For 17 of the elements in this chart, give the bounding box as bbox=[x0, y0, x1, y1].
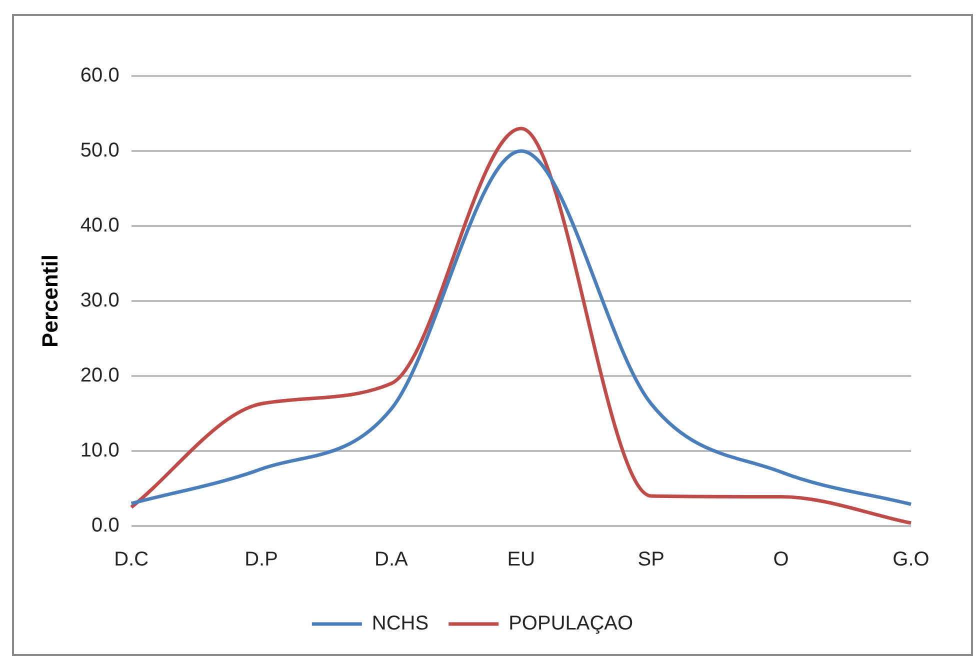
x-tick-label: D.A bbox=[374, 548, 409, 571]
x-tick-label: D.P bbox=[244, 548, 278, 571]
x-tick-label: EU bbox=[507, 548, 536, 571]
y-tick-label: 30.0 bbox=[80, 290, 120, 312]
y-tick-label: 40.0 bbox=[80, 214, 120, 237]
y-tick-label: 20.0 bbox=[80, 364, 120, 387]
x-tick-label: O bbox=[773, 548, 789, 571]
y-tick-label: 50.0 bbox=[80, 140, 120, 162]
legend-label: POPULAÇAO bbox=[508, 612, 634, 635]
y-axis-title: Percentil bbox=[37, 254, 62, 348]
x-tick-label: SP bbox=[638, 548, 664, 571]
y-tick-label: 60.0 bbox=[80, 64, 120, 87]
y-tick-label: 0.0 bbox=[92, 514, 120, 537]
x-tick-label: D.C bbox=[114, 548, 149, 571]
y-tick-label: 10.0 bbox=[80, 440, 120, 462]
legend-label: NCHS bbox=[372, 612, 429, 635]
x-tick-label: G.O bbox=[892, 548, 930, 571]
